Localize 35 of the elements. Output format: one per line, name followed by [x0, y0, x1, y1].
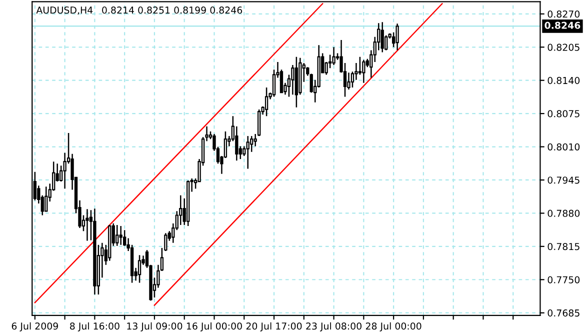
x-tick-label: 16 Jul 00:00	[186, 322, 242, 332]
ref-line-label: 0.8246	[544, 22, 580, 29]
x-tick-label: 6 Jul 2009	[12, 322, 58, 332]
x-tick-label: 20 Jul 17:00	[246, 322, 302, 332]
y-tick-label: 0.7815	[548, 242, 580, 250]
y-tick-label: 0.7880	[548, 210, 580, 217]
candlestick	[86, 208, 89, 242]
x-tick-label: 8 Jul 16:00	[70, 322, 120, 332]
candlestick	[358, 56, 362, 76]
candlestick	[264, 86, 268, 117]
y-tick-label: 0.7945	[548, 176, 580, 184]
candlestick	[362, 59, 366, 84]
chart-subtitle: 0.8214 0.8251 0.8199 0.8246	[102, 6, 242, 14]
y-tick-label: 0.8075	[548, 110, 580, 118]
y-tick-label: 0.8270	[548, 10, 580, 18]
candlestick	[119, 225, 122, 246]
y-tick-label: 0.8010	[548, 143, 580, 150]
candlestick	[332, 46, 336, 66]
candlestick	[380, 21, 384, 53]
x-tick-label: 23 Jul 08:00	[306, 322, 362, 332]
candlestick	[116, 224, 119, 247]
y-tick-label: 0.7750	[548, 276, 580, 284]
candlestick	[291, 64, 294, 96]
candlestick	[138, 254, 142, 284]
candlestick	[44, 186, 48, 212]
y-tick-label: 0.8205	[548, 44, 580, 51]
x-tick-label: 28 Jul 00:00	[366, 322, 422, 332]
y-tick-label: 0.8140	[548, 76, 580, 84]
candlestick	[179, 194, 182, 226]
x-tick-label: 13 Jul 09:00	[127, 322, 182, 332]
candlestick	[396, 23, 399, 51]
y-tick-label: 0.7685	[548, 309, 580, 317]
chart-title: AUDUSD,H4	[36, 6, 93, 15]
candlestick	[123, 229, 126, 247]
candlestick	[246, 135, 250, 170]
